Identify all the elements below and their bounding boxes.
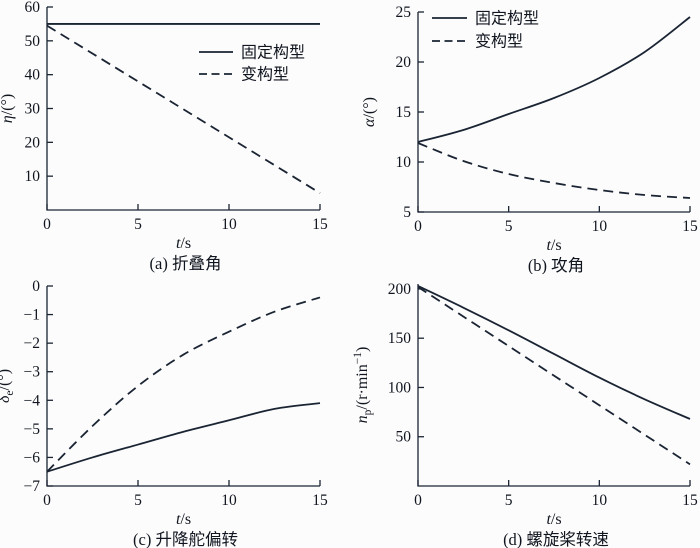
y-tick-label: 0 xyxy=(32,278,40,295)
y-tick-label: 10 xyxy=(396,154,412,171)
series-line-variable-config xyxy=(417,142,691,199)
series-line-fixed-config xyxy=(417,285,691,420)
y-tick-label: 25 xyxy=(396,4,412,21)
axis-lines xyxy=(46,7,320,211)
legend-label: 固定构型 xyxy=(241,44,305,62)
y-tick-label: 20 xyxy=(396,54,412,71)
x-axis-label: t/s xyxy=(176,235,191,252)
y-axis-label: δe/(°) xyxy=(0,369,16,403)
y-axis-label: α/(°) xyxy=(361,97,378,127)
series-line-fixed-config xyxy=(417,16,691,143)
series-line-variable-config xyxy=(46,296,321,473)
x-tick-label: 15 xyxy=(312,492,328,509)
y-tick-label: 100 xyxy=(388,379,412,396)
x-axis-label: t/s xyxy=(176,511,191,528)
y-tick-label: −7 xyxy=(24,478,41,495)
subplot-caption: (b) 攻角 xyxy=(528,256,584,274)
y-tick-label: 50 xyxy=(396,429,412,446)
y-tick-label: 15 xyxy=(396,104,412,121)
legend-label: 固定构型 xyxy=(475,10,539,28)
y-tick-label: −3 xyxy=(24,364,41,381)
x-tick-label: 15 xyxy=(682,218,698,235)
y-axis-label: np/(r·min−1) xyxy=(352,347,374,424)
legend-label: 变构型 xyxy=(241,66,289,84)
x-tick-label: 5 xyxy=(505,218,513,235)
y-tick-label: −1 xyxy=(24,307,41,324)
subplot-caption: (d) 螺旋桨转速 xyxy=(503,530,609,548)
y-tick-label: 20 xyxy=(25,134,41,151)
x-tick-label: 10 xyxy=(221,492,237,509)
x-axis-label: t/s xyxy=(546,511,561,528)
x-tick-label: 10 xyxy=(221,216,237,233)
y-tick-label: 50 xyxy=(25,33,41,50)
y-tick-label: 10 xyxy=(25,168,41,185)
x-tick-label: 10 xyxy=(592,492,608,509)
x-tick-label: 15 xyxy=(312,216,328,233)
x-axis-label: t/s xyxy=(546,237,561,254)
x-tick-label: 15 xyxy=(682,492,698,509)
y-tick-label: 60 xyxy=(25,0,41,16)
x-tick-label: 0 xyxy=(43,492,51,509)
y-tick-label: −6 xyxy=(24,449,41,466)
subplot-caption: (c) 升降舵偏转 xyxy=(133,530,238,548)
y-tick-label: −2 xyxy=(24,335,41,352)
chart-c-elevator-deflection: 0 5 10 15 0 −1 −2 −3 −4 −5 −6 −7 t/s δe/(°) (c) 升降舵偏转 xyxy=(0,278,328,548)
legend-label: 变构型 xyxy=(475,33,523,51)
axis-lines xyxy=(417,12,690,213)
y-tick-label: 40 xyxy=(25,67,41,84)
y-axis-label: η/(°) xyxy=(0,94,16,123)
x-tick-label: 0 xyxy=(43,216,51,233)
axis-lines xyxy=(46,286,320,487)
y-tick-label: 150 xyxy=(388,330,412,347)
x-tick-label: 5 xyxy=(134,216,142,233)
y-tick-label: −5 xyxy=(24,421,41,438)
chart-d-propeller-speed: 0 5 10 15 50 100 150 200 t/s np/(r·min−1) (d) 螺旋桨转… xyxy=(352,281,698,548)
series-line-variable-config xyxy=(417,286,691,466)
x-tick-label: 0 xyxy=(414,492,422,509)
x-tick-label: 10 xyxy=(592,218,608,235)
series-line-variable-config xyxy=(46,24,321,194)
y-tick-label: 5 xyxy=(403,204,411,221)
x-tick-label: 0 xyxy=(414,218,422,235)
y-tick-label: 30 xyxy=(25,101,41,118)
y-tick-label: 200 xyxy=(388,281,412,298)
subplot-caption: (a) 折叠角 xyxy=(150,254,222,273)
x-tick-label: 5 xyxy=(505,492,513,509)
y-tick-label: −4 xyxy=(24,392,41,409)
series-line-fixed-config xyxy=(46,402,321,473)
x-tick-label: 5 xyxy=(134,492,142,509)
